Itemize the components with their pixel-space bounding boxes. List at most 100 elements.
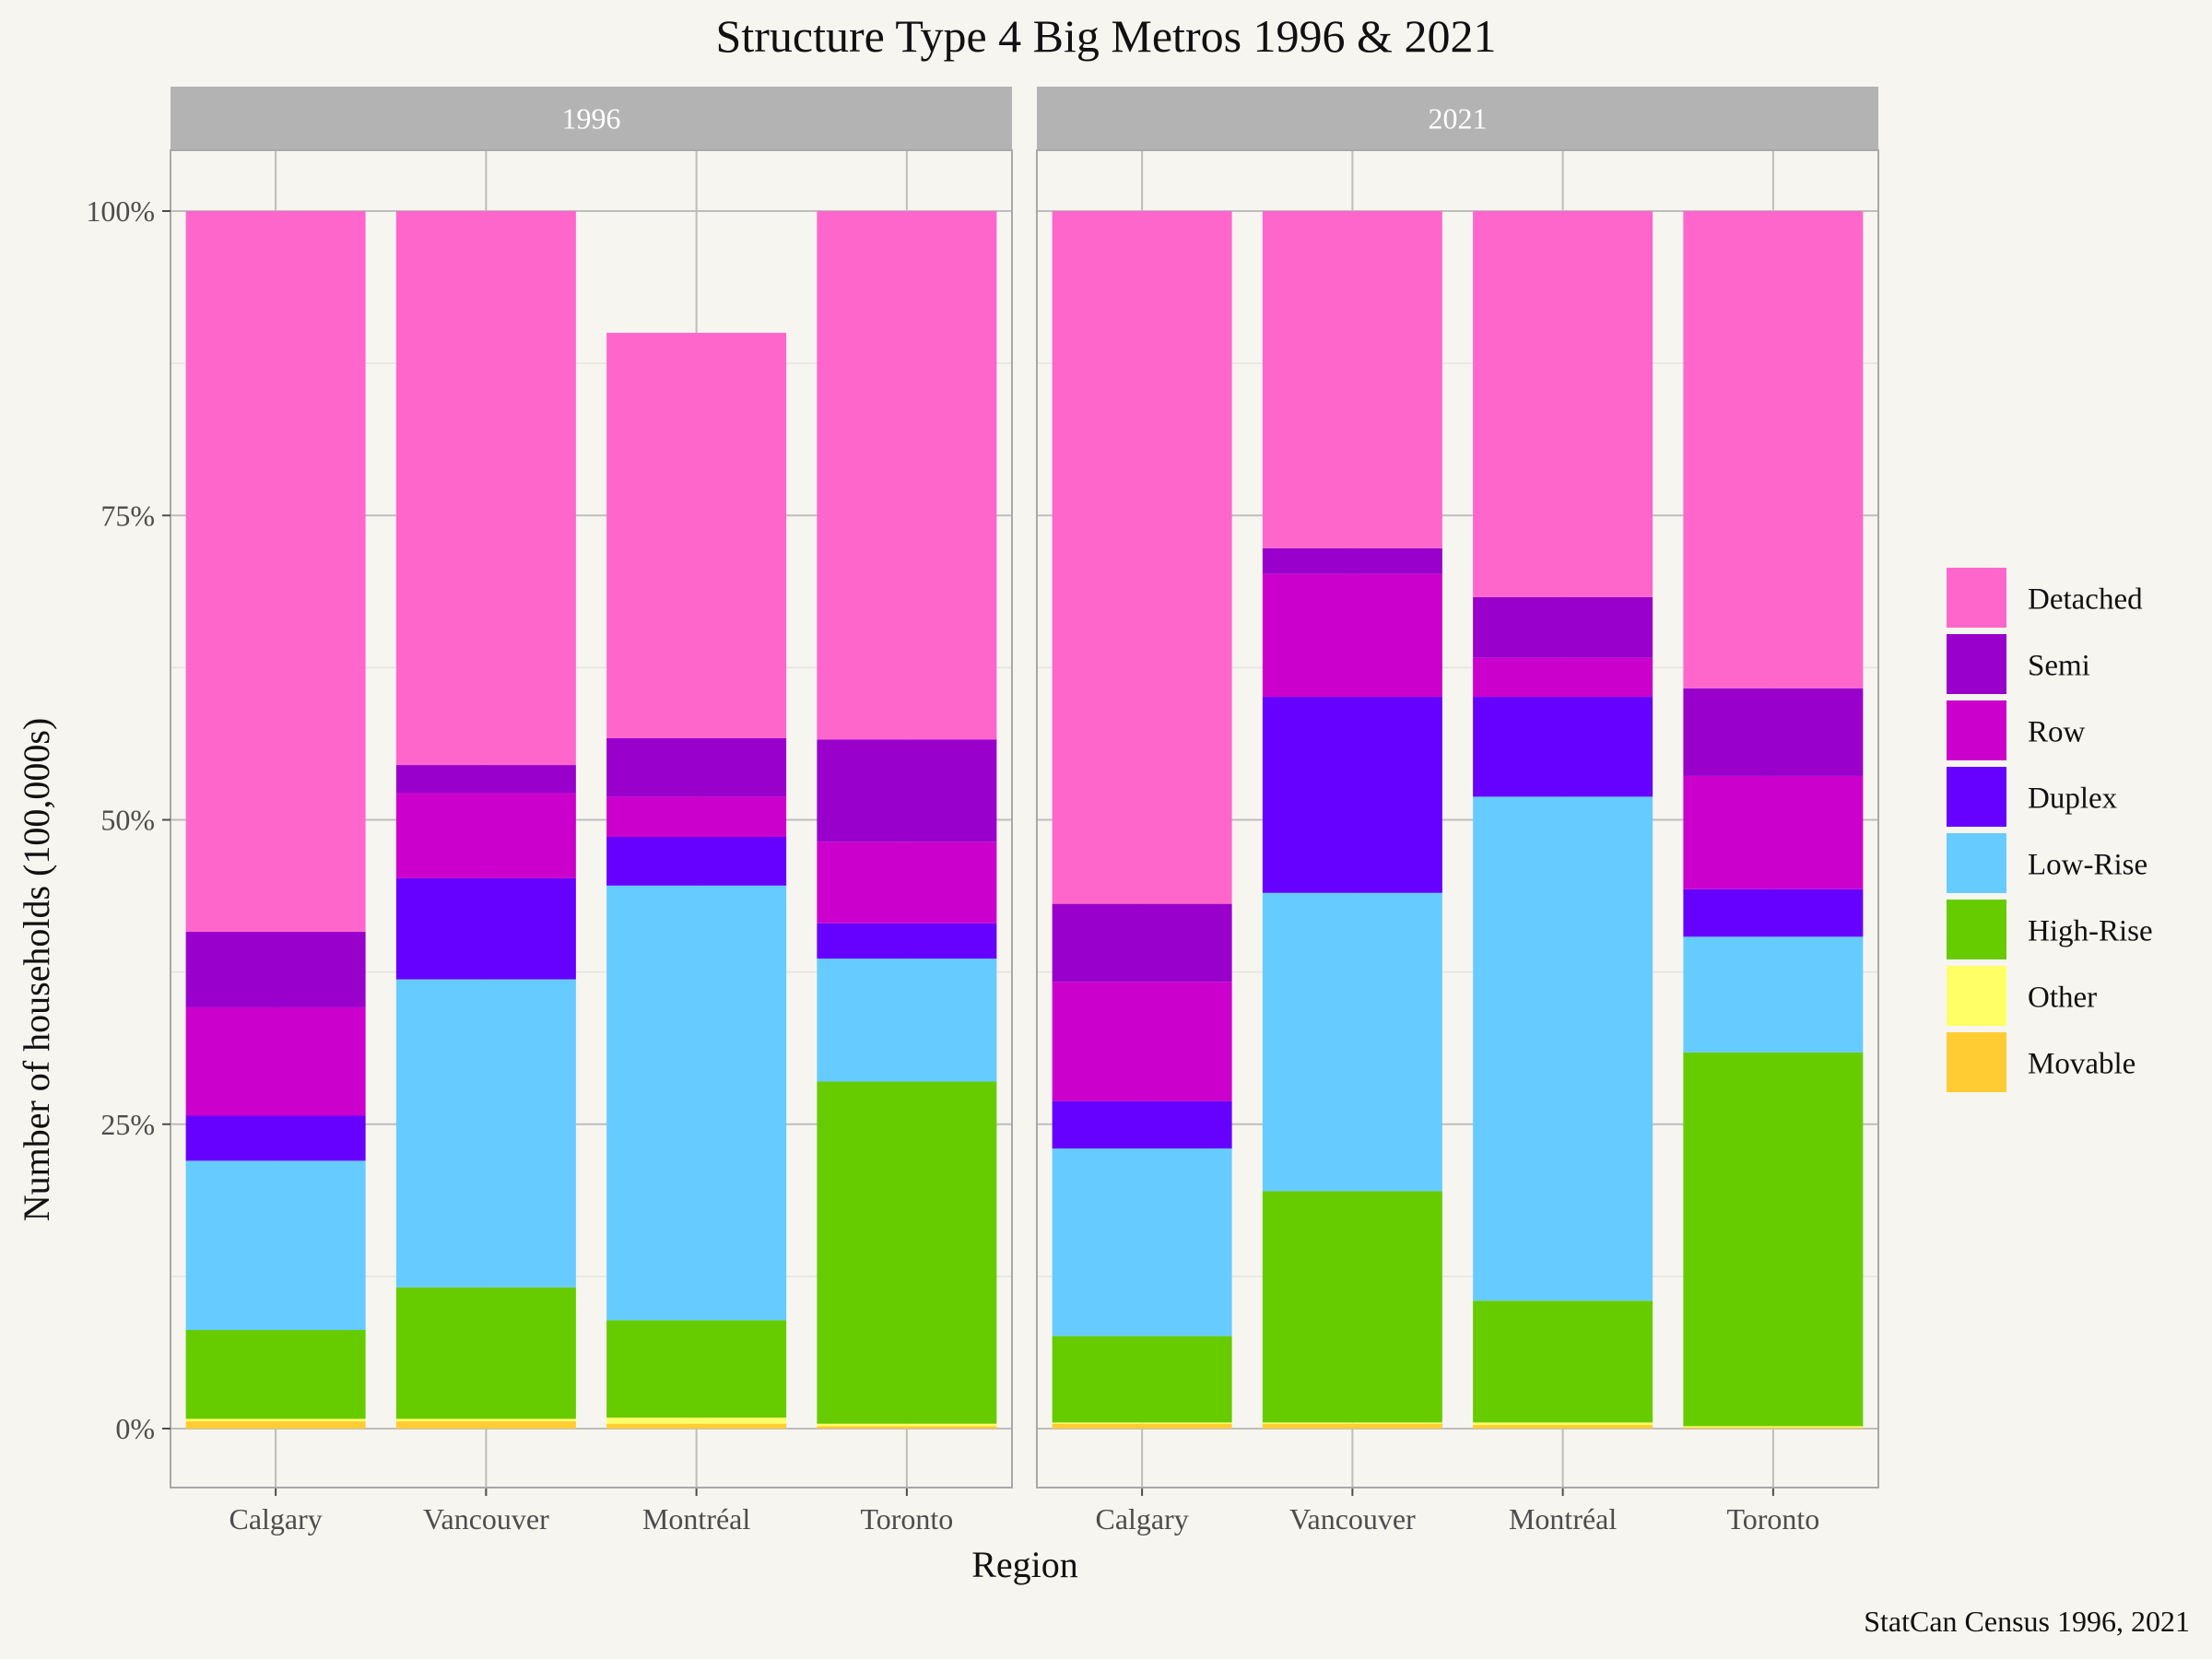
facet-strip-label: 2021: [1429, 102, 1488, 135]
legend-item-other: Other: [1947, 966, 2097, 1026]
bar-segment-2021-montreal-other: [1473, 1422, 1653, 1426]
bar-segment-2021-calgary-detached: [1052, 211, 1232, 904]
panel-border: [1036, 149, 1879, 1488]
legend-label: Semi: [2028, 650, 2090, 683]
legend-key: [1947, 900, 2006, 959]
legend-label: Detached: [2028, 583, 2143, 617]
bar-segment-2021-vancouver-movable: [1262, 1423, 1442, 1429]
bar-segment-1996-vancouver-other: [395, 1418, 576, 1422]
bar-segment-2021-toronto-detached: [1683, 211, 1864, 688]
bar-segment-1996-toronto-low-rise: [817, 959, 997, 1082]
x-tick-label: Toronto: [860, 1502, 953, 1535]
y-tick-label: 50%: [100, 804, 155, 837]
facet-panel-2021: 2021 Calgary Vancouver Montréal Toronto: [1036, 87, 1879, 1535]
bar-segment-2021-vancouver-high-rise: [1262, 1191, 1442, 1423]
bar-segment-1996-vancouver-row: [395, 793, 576, 878]
legend-label: Low-Rise: [2028, 849, 2147, 882]
bar-segment-1996-montreal-duplex: [606, 836, 787, 886]
bar-segment-2021-montreal-low-rise: [1473, 796, 1653, 1301]
bar-segment-1996-montreal-detached: [606, 333, 787, 738]
bar-segment-1996-vancouver-semi: [395, 765, 576, 794]
x-tick-label: Montréal: [1509, 1502, 1617, 1535]
x-tick-label: Calgary: [1095, 1502, 1188, 1535]
bar-segment-2021-toronto-duplex: [1683, 888, 1864, 937]
facet-strip-label: 1996: [562, 102, 621, 135]
legend-key: [1947, 767, 2006, 827]
bar-segment-1996-montreal-other: [606, 1418, 787, 1424]
legend-item-high-rise: High-Rise: [1947, 900, 2153, 959]
facet-panels: 1996 Calgary Vancouver Montréal Toronto 2021 C…: [86, 87, 1879, 1535]
bar-segment-2021-vancouver-low-rise: [1262, 892, 1442, 1192]
x-axis-title: Region: [971, 1544, 1078, 1585]
legend-key: [1947, 833, 2006, 893]
bar-segment-1996-toronto-movable: [817, 1426, 997, 1429]
facet-strip: [1037, 87, 1878, 150]
legend-item-duplex: Duplex: [1947, 767, 2118, 827]
bar-segment-2021-montreal-detached: [1473, 211, 1653, 597]
y-tick-label: 100%: [86, 194, 155, 228]
bar-segment-2021-vancouver-row: [1262, 573, 1442, 698]
bar-segment-1996-vancouver-detached: [395, 211, 576, 766]
legend-item-movable: Movable: [1947, 1032, 2136, 1092]
bar-segment-1996-montreal-movable: [606, 1423, 787, 1429]
legend-label: Row: [2028, 716, 2086, 749]
bar-segment-2021-calgary-duplex: [1052, 1100, 1232, 1149]
legend-key: [1947, 634, 2006, 694]
y-tick-label: 75%: [100, 499, 155, 532]
x-tick-label: Vancouver: [423, 1502, 549, 1535]
legend-label: Movable: [2028, 1048, 2136, 1081]
legend-label: High-Rise: [2028, 915, 2153, 948]
bar-segment-2021-vancouver-other: [1262, 1422, 1442, 1424]
legend-item-semi: Semi: [1947, 634, 2090, 694]
bar-segment-1996-calgary-semi: [185, 932, 366, 1007]
bar-segment-1996-calgary-movable: [185, 1421, 366, 1429]
bar-segment-1996-vancouver-movable: [395, 1421, 576, 1429]
bar-segment-1996-calgary-row: [185, 1006, 366, 1116]
legend: Detached Semi Row Duplex Low-Rise High-Rise Ot…: [1947, 568, 2153, 1092]
bar-segment-1996-calgary-other: [185, 1418, 366, 1422]
bar-segment-1996-montreal-low-rise: [606, 885, 787, 1321]
bar-segment-1996-toronto-duplex: [817, 923, 997, 959]
legend-item-low-rise: Low-Rise: [1947, 833, 2147, 893]
bar-segment-1996-toronto-semi: [817, 739, 997, 842]
bar-segment-1996-montreal-semi: [606, 737, 787, 797]
bar-segment-1996-calgary-detached: [185, 211, 366, 933]
legend-key: [1947, 700, 2006, 760]
bar-segment-1996-vancouver-high-rise: [395, 1287, 576, 1419]
bar-segment-2021-vancouver-detached: [1262, 211, 1442, 548]
bar-segment-1996-toronto-other: [817, 1423, 997, 1427]
bar-segment-2021-calgary-row: [1052, 982, 1232, 1101]
legend-key: [1947, 966, 2006, 1026]
bar-segment-2021-toronto-row: [1683, 775, 1864, 889]
x-tick-label: Montréal: [642, 1502, 750, 1535]
bar-segment-2021-calgary-high-rise: [1052, 1335, 1232, 1423]
bar-segment-1996-calgary-duplex: [185, 1115, 366, 1161]
bar-segment-2021-montreal-row: [1473, 657, 1653, 698]
bar-segment-2021-calgary-other: [1052, 1422, 1232, 1424]
facet-strip: [171, 87, 1012, 150]
bar-segment-1996-calgary-low-rise: [185, 1160, 366, 1330]
bar-segment-1996-toronto-high-rise: [817, 1081, 997, 1424]
bar-segment-2021-montreal-high-rise: [1473, 1300, 1653, 1423]
bar-segment-2021-montreal-duplex: [1473, 697, 1653, 797]
x-tick-label: Calgary: [229, 1502, 322, 1535]
legend-label: Other: [2028, 982, 2097, 1015]
bar-segment-2021-toronto-other: [1683, 1426, 1864, 1428]
bar-segment-1996-vancouver-duplex: [395, 877, 576, 980]
bar-segment-1996-calgary-high-rise: [185, 1329, 366, 1419]
bar-segment-2021-calgary-low-rise: [1052, 1148, 1232, 1336]
facet-panel-1996: 1996 Calgary Vancouver Montréal Toronto: [170, 87, 1013, 1535]
y-axis-title: Number of households (100,000s): [16, 718, 57, 1222]
bar-segment-2021-toronto-low-rise: [1683, 936, 1864, 1053]
bar-segment-1996-toronto-detached: [817, 211, 997, 740]
y-axis: 0% 25% 50% 75% 100%: [86, 194, 171, 1445]
bar-segment-1996-toronto-row: [817, 841, 997, 924]
bar-segment-2021-vancouver-duplex: [1262, 697, 1442, 893]
legend-item-row: Row: [1947, 700, 2086, 760]
y-tick-label: 25%: [100, 1108, 155, 1141]
chart-title: Structure Type 4 Big Metros 1996 & 2021: [716, 10, 1497, 62]
bar-segment-2021-montreal-semi: [1473, 596, 1653, 658]
legend-key: [1947, 568, 2006, 628]
legend-key: [1947, 1032, 2006, 1092]
